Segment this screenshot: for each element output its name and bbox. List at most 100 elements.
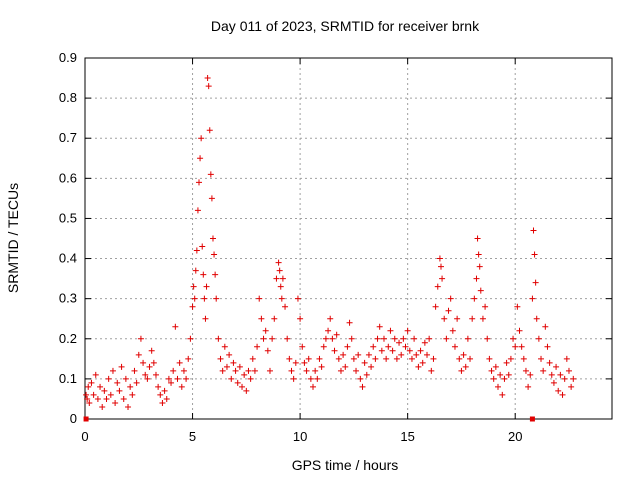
data-point <box>434 283 441 290</box>
data-point <box>520 355 527 362</box>
data-point <box>232 367 239 374</box>
data-point <box>299 343 306 350</box>
data-point <box>207 171 214 178</box>
data-point <box>140 359 147 366</box>
data-point <box>458 367 465 374</box>
data-point <box>389 347 396 354</box>
data-point <box>146 363 153 370</box>
data-point <box>355 351 362 358</box>
data-point <box>447 295 454 302</box>
points-layer <box>83 75 577 410</box>
x-tick-label: 10 <box>293 429 307 444</box>
data-point <box>331 347 338 354</box>
data-point <box>408 355 415 362</box>
data-point <box>197 155 204 162</box>
data-point <box>150 359 157 366</box>
data-point <box>258 315 265 322</box>
data-point <box>424 351 431 358</box>
data-point <box>342 363 349 370</box>
data-point <box>157 391 164 398</box>
data-point <box>279 275 286 282</box>
data-point <box>168 379 175 386</box>
data-point <box>544 343 551 350</box>
data-point <box>125 403 132 410</box>
data-point <box>226 351 233 358</box>
data-point <box>553 363 560 370</box>
data-point <box>312 367 319 374</box>
data-point <box>318 363 325 370</box>
data-point <box>540 367 547 374</box>
data-point <box>415 363 422 370</box>
label-layer: 0 0.1 0.2 0.3 0.4 0.5 0.6 0.7 0.8 0.9 0 5 10 15 20 <box>59 50 523 444</box>
chart-title: Day 011 of 2023, SRMTID for receiver brn… <box>211 18 480 34</box>
data-point <box>243 387 250 394</box>
data-point <box>196 179 203 186</box>
y-tick-label: 0.6 <box>59 170 77 185</box>
data-point <box>570 375 577 382</box>
data-point <box>203 283 210 290</box>
data-point <box>469 315 476 322</box>
data-point <box>542 323 549 330</box>
data-point <box>320 343 327 350</box>
data-point <box>190 283 197 290</box>
data-point <box>533 315 540 322</box>
data-point <box>213 295 220 302</box>
data-point <box>376 323 383 330</box>
data-point <box>277 283 284 290</box>
data-point <box>236 363 243 370</box>
x-tick-label: 5 <box>189 429 196 444</box>
data-point <box>484 335 491 342</box>
data-point <box>337 367 344 374</box>
data-point <box>400 335 407 342</box>
data-point <box>163 395 170 402</box>
data-point <box>262 327 269 334</box>
data-point <box>335 355 342 362</box>
data-point <box>559 391 566 398</box>
data-point <box>260 335 267 342</box>
data-point <box>103 395 110 402</box>
data-point <box>525 383 532 390</box>
data-point <box>505 371 512 378</box>
data-point <box>437 263 444 270</box>
data-point <box>234 379 241 386</box>
data-point <box>568 383 575 390</box>
data-point <box>92 371 99 378</box>
data-point <box>512 343 519 350</box>
data-point <box>282 303 289 310</box>
data-point <box>535 335 542 342</box>
data-point <box>249 355 256 362</box>
y-tick-label: 0.9 <box>59 50 77 65</box>
data-point <box>223 363 230 370</box>
data-point <box>387 327 394 334</box>
data-point <box>205 83 212 90</box>
data-point <box>411 335 418 342</box>
data-point <box>494 383 501 390</box>
data-point <box>462 363 469 370</box>
data-point <box>385 343 392 350</box>
y-axis-title: SRMTID / TECUs <box>5 183 21 293</box>
y-tick-label: 0 <box>70 411 77 426</box>
data-point <box>142 371 149 378</box>
data-point <box>99 403 106 410</box>
data-point <box>212 271 219 278</box>
data-point <box>217 355 224 362</box>
data-point <box>499 391 506 398</box>
data-point <box>344 343 351 350</box>
data-point <box>550 379 557 386</box>
data-point <box>305 355 312 362</box>
data-point <box>271 315 278 322</box>
data-point <box>294 295 301 302</box>
data-point <box>522 367 529 374</box>
data-point <box>297 315 304 322</box>
data-point <box>316 355 323 362</box>
data-point <box>135 351 142 358</box>
data-point <box>273 275 280 282</box>
data-point <box>507 355 514 362</box>
data-point <box>501 375 508 382</box>
x-axis-title: GPS time / hours <box>292 457 399 473</box>
data-point <box>191 295 198 302</box>
data-point <box>116 387 123 394</box>
data-point <box>557 371 564 378</box>
data-point <box>290 375 297 382</box>
data-point <box>152 371 159 378</box>
